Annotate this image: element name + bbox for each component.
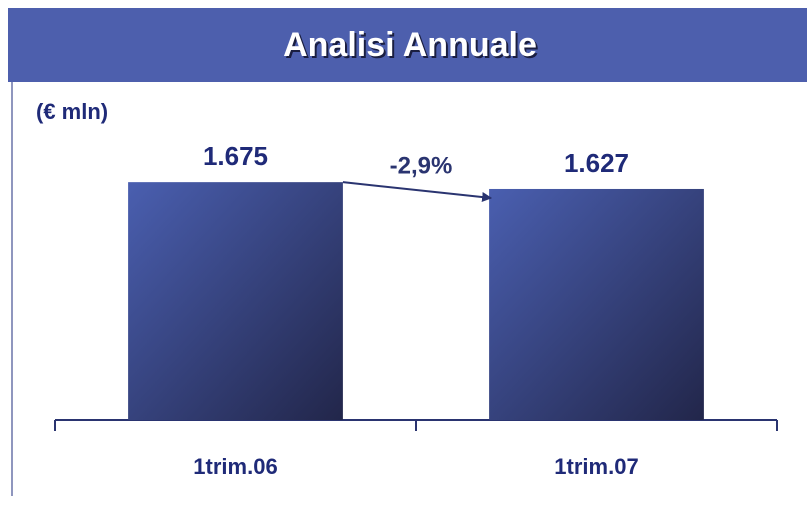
value-label: 1.675 xyxy=(203,141,268,171)
bar xyxy=(489,188,704,420)
x-tick-label: 1trim.07 xyxy=(554,454,638,479)
value-label: 1.627 xyxy=(564,148,629,178)
title-banner xyxy=(8,8,807,82)
x-tick-label: 1trim.06 xyxy=(193,454,277,479)
chart-title: Analisi Annuale xyxy=(283,26,537,64)
unit-label: (€ mln) xyxy=(36,99,108,124)
change-annotation: -2,9% xyxy=(390,152,453,179)
change-arrow xyxy=(342,181,493,202)
bar xyxy=(128,182,343,420)
chart-title-shadow: Analisi Annuale xyxy=(285,28,539,66)
